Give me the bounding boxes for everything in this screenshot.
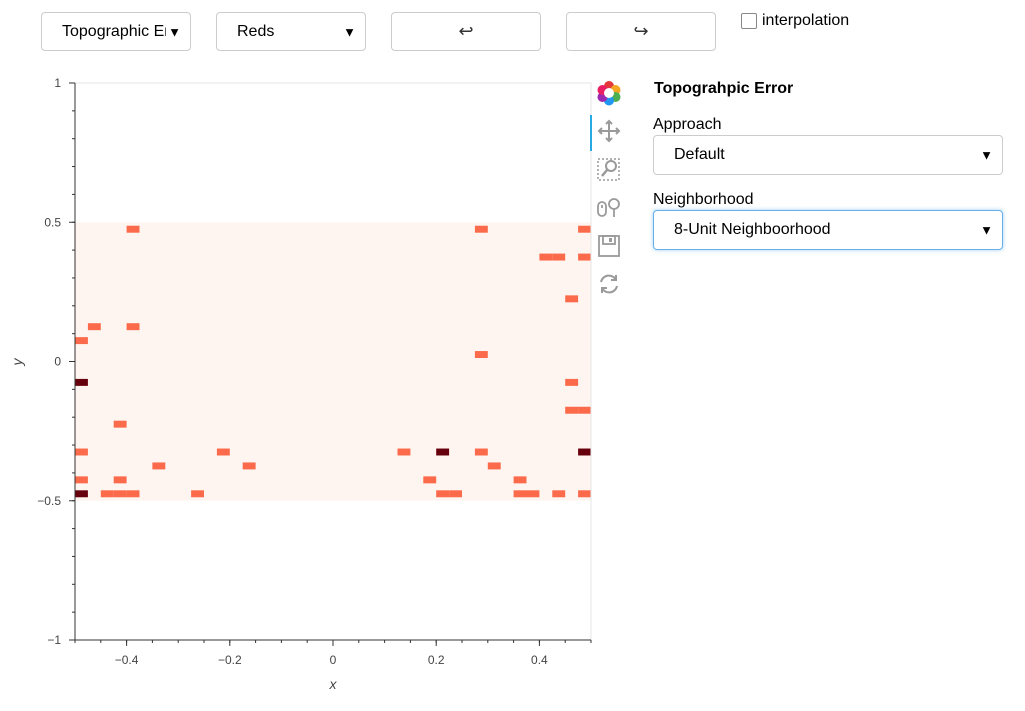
redo-icon: ↪ [633, 21, 649, 41]
chevron-down-icon: ▼ [978, 147, 993, 163]
undo-icon: ↩ [458, 21, 474, 41]
checkbox-box[interactable] [741, 13, 757, 29]
undo-button[interactable]: ↩ [391, 12, 541, 51]
heatmap-cell [539, 253, 553, 261]
x-tick-label: 0.4 [531, 653, 548, 667]
approach-select-value: Default [674, 146, 725, 163]
heatmap-cell [113, 476, 127, 484]
heatmap-cell [474, 351, 488, 359]
heatmap-cell [552, 253, 566, 261]
plot-background-region [75, 222, 591, 501]
x-tick-label: 0 [330, 653, 337, 667]
interpolation-label: interpolation [762, 12, 850, 29]
heatmap-cell [578, 490, 591, 498]
heatmap-cell [526, 490, 540, 498]
interpolation-checkbox[interactable]: interpolation [741, 12, 849, 30]
heatmap-cell [100, 490, 114, 498]
heatmap-cell [113, 420, 127, 428]
heatmap-cell [487, 462, 501, 470]
chevron-down-icon: ▼ [166, 24, 181, 39]
heatmap-cell [75, 490, 88, 498]
active-tool-indicator [590, 115, 592, 151]
variable-select[interactable]: Topographic Err ▼ [41, 12, 191, 51]
heatmap-cell [423, 476, 437, 484]
bokeh-logo-icon[interactable] [596, 80, 622, 106]
heatmap-cell [552, 490, 566, 498]
heatmap-cell [578, 225, 591, 233]
heatmap-cell [565, 378, 579, 386]
heatmap-plot[interactable]: −0.4 −0.2 0 0.2 0.4 −1 −0.5 0 0.5 1 x y [0, 0, 592, 711]
heatmap-cell [75, 476, 88, 484]
heatmap-cell [126, 323, 140, 331]
heatmap-cell [565, 406, 579, 414]
neighborhood-label: Neighborhood [653, 191, 754, 208]
heatmap-cell [474, 225, 488, 233]
heatmap-cell [397, 448, 411, 456]
save-icon[interactable] [596, 233, 622, 259]
x-axis-label: x [329, 676, 338, 692]
heatmap-cell [75, 337, 88, 345]
heatmap-cell [474, 448, 488, 456]
chevron-down-icon: ▼ [978, 222, 993, 238]
chevron-down-icon: ▼ [341, 24, 356, 39]
heatmap-cell [75, 448, 88, 456]
approach-label: Approach [653, 116, 722, 133]
panel-title: Topograhpic Error [654, 80, 794, 97]
heatmap-cell [152, 462, 166, 470]
x-tick-label: −0.4 [115, 653, 139, 667]
x-tick-label: −0.2 [218, 653, 242, 667]
colormap-select[interactable]: Reds ▼ [216, 12, 366, 51]
y-tick-label: −0.5 [37, 494, 61, 508]
redo-button[interactable]: ↪ [566, 12, 716, 51]
neighborhood-select[interactable]: 8-Unit Neighboorhood ▼ [653, 210, 1003, 250]
heatmap-cell [216, 448, 230, 456]
y-tick-label: −1 [47, 633, 61, 647]
axes: −0.4 −0.2 0 0.2 0.4 −1 −0.5 0 0.5 1 [37, 76, 592, 667]
x-tick-label: 0.2 [428, 653, 445, 667]
y-tick-label: 0 [54, 355, 61, 369]
heatmap-cell [578, 253, 591, 261]
variable-select-value: Topographic Err [62, 22, 175, 40]
heatmap-cell [113, 490, 127, 498]
heatmap-cell [578, 448, 591, 456]
heatmap-cell [449, 490, 462, 498]
heatmap-cell [436, 490, 450, 498]
heatmap-cell [191, 490, 204, 498]
colormap-select-value: Reds [237, 22, 275, 40]
heatmap-cell [513, 476, 527, 484]
heatmap-cell [126, 490, 140, 498]
box-zoom-icon[interactable] [596, 156, 622, 182]
y-tick-label: 1 [54, 76, 61, 90]
reset-icon[interactable] [596, 271, 622, 297]
background-region [75, 222, 591, 501]
heatmap-cell [565, 295, 579, 303]
heatmap-cell [436, 448, 450, 456]
wheel-zoom-icon[interactable] [596, 194, 622, 220]
heatmap-cell [578, 406, 591, 414]
heatmap-cell [87, 323, 101, 331]
pan-icon[interactable] [596, 118, 622, 144]
heatmap-cell [126, 225, 140, 233]
y-axis-label: y [9, 358, 25, 367]
approach-select[interactable]: Default ▼ [653, 135, 1003, 175]
heatmap-cells [75, 225, 591, 498]
heatmap-cell [242, 462, 256, 470]
y-tick-label: 0.5 [44, 215, 61, 229]
heatmap-cell [75, 378, 88, 386]
heatmap-cell [513, 490, 527, 498]
neighborhood-select-value: 8-Unit Neighboorhood [674, 221, 831, 238]
